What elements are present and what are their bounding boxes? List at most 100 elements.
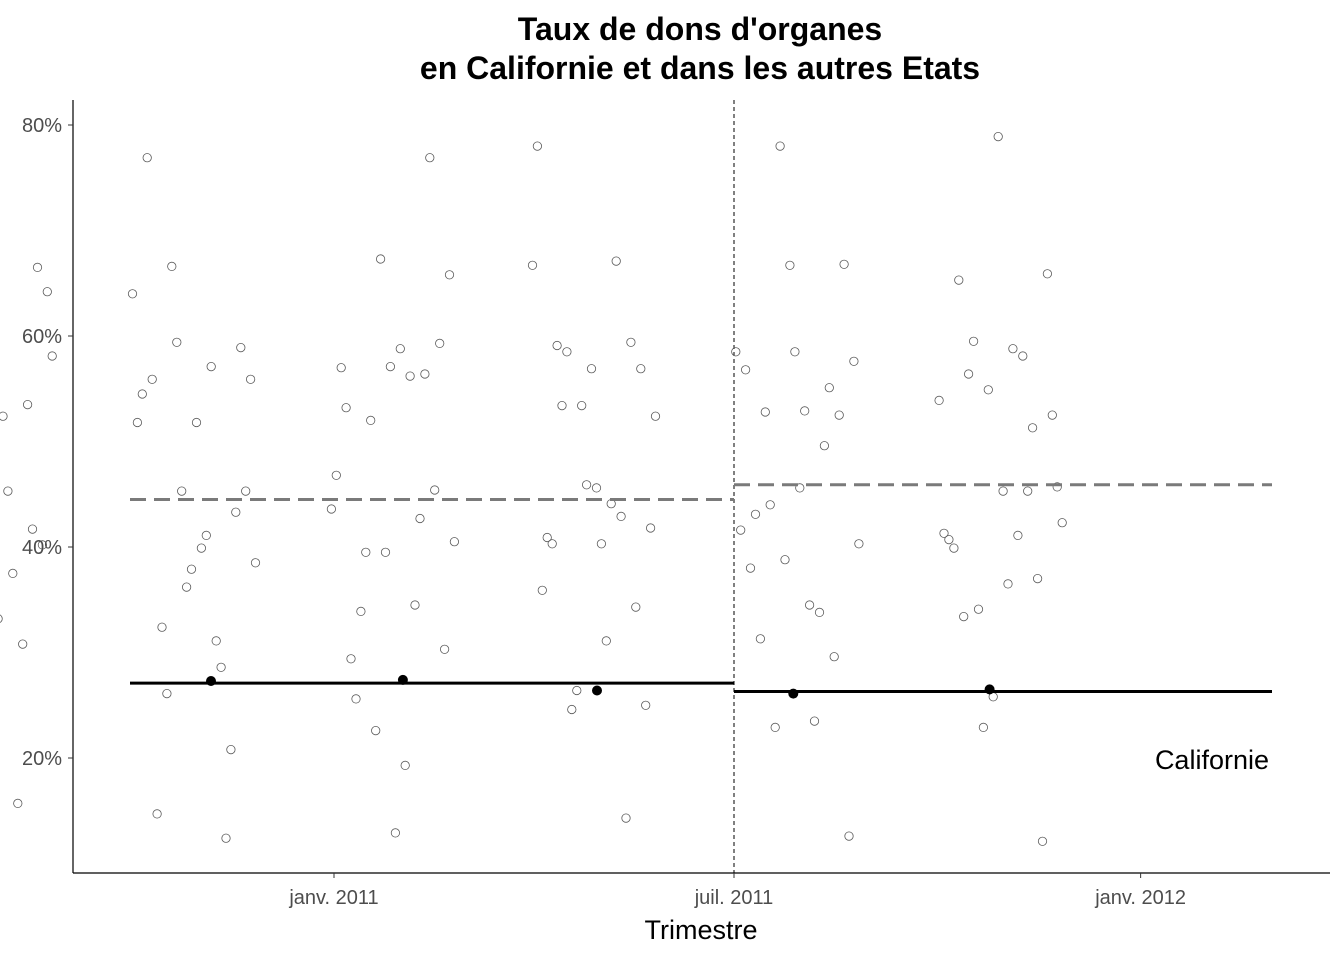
california-point: [397, 674, 408, 685]
other-state-point: [246, 374, 256, 384]
other-state-point: [800, 406, 810, 416]
other-state-point: [954, 275, 964, 285]
california-point: [592, 685, 602, 696]
other-state-point: [375, 254, 386, 264]
other-state-point: [226, 744, 236, 755]
other-state-point: [390, 828, 400, 838]
other-state-point: [844, 831, 854, 841]
other-state-point: [770, 722, 780, 733]
other-state-point: [819, 441, 830, 451]
other-state-point: [611, 256, 621, 266]
other-state-point: [934, 395, 944, 405]
california-point: [984, 684, 995, 695]
other-state-point: [8, 568, 18, 579]
other-state-point: [645, 523, 656, 533]
other-state-point: [167, 261, 177, 271]
other-state-point: [939, 528, 949, 538]
other-state-point: [23, 399, 33, 410]
other-state-point: [0, 614, 3, 623]
other-state-point: [785, 260, 795, 270]
other-state-point: [944, 534, 954, 545]
other-state-point: [425, 153, 435, 163]
y-tick-label: 60%: [22, 326, 62, 348]
other-state-point: [182, 582, 192, 592]
other-state-point: [326, 504, 336, 514]
other-state-point: [745, 563, 756, 573]
other-state-point: [147, 374, 157, 384]
other-state-point: [552, 340, 562, 351]
other-state-point: [191, 417, 202, 428]
other-state-point: [577, 400, 587, 411]
other-state-point: [591, 483, 602, 493]
other-state-point: [346, 654, 356, 664]
other-state-point: [755, 634, 766, 644]
other-state-point: [532, 141, 543, 151]
other-state-point: [527, 260, 538, 270]
other-state-point: [439, 644, 450, 654]
other-state-point: [430, 485, 440, 495]
other-state-point: [435, 338, 445, 348]
other-state-point: [795, 483, 805, 493]
other-state-point: [250, 558, 261, 568]
other-state-point: [32, 262, 43, 272]
other-state-point: [400, 760, 410, 771]
other-state-point: [1052, 482, 1062, 492]
other-state-point: [361, 547, 371, 557]
other-state-point: [172, 337, 182, 347]
other-state-point: [42, 287, 52, 297]
other-state-point: [631, 602, 641, 612]
other-state-point: [949, 543, 959, 553]
other-state-point: [750, 509, 761, 519]
other-state-point: [449, 537, 459, 547]
x-tick-label: janv. 2012: [1094, 887, 1186, 909]
other-state-point: [3, 486, 13, 496]
y-tick-label: 20%: [22, 748, 62, 770]
other-state-point: [356, 606, 366, 617]
other-state-point: [336, 363, 346, 373]
other-state-point: [157, 622, 167, 632]
other-state-point: [740, 365, 751, 375]
other-state-point: [824, 383, 834, 393]
other-state-point: [963, 369, 974, 379]
annotation-californie: Californie: [1155, 745, 1269, 775]
x-axis-ticks: janv. 2011 juil. 2011 janv. 2012: [288, 873, 1186, 909]
other-state-point: [581, 480, 592, 490]
other-state-point: [973, 604, 984, 614]
other-state-point: [0, 411, 8, 421]
other-state-point: [395, 344, 405, 354]
other-state-point: [1047, 410, 1057, 420]
other-state-point: [142, 153, 152, 163]
other-state-point: [137, 389, 147, 399]
other-state-point: [983, 385, 993, 395]
other-state-point: [236, 342, 246, 353]
other-state-point: [1008, 344, 1018, 354]
other-state-point: [586, 364, 597, 374]
other-state-point: [444, 270, 455, 280]
x-tick-label: juil. 2011: [694, 887, 774, 909]
other-state-point: [241, 486, 251, 496]
other-state-point: [1037, 836, 1048, 846]
other-state-point: [380, 547, 391, 557]
other-state-point: [616, 511, 626, 522]
other-state-point: [542, 532, 552, 543]
other-state-point: [366, 415, 376, 425]
other-state-point: [849, 356, 859, 366]
other-state-point: [1013, 530, 1023, 541]
other-state-point: [162, 688, 172, 699]
other-state-point: [1057, 518, 1067, 528]
plot-area: [0, 100, 1272, 873]
other-state-point: [650, 411, 661, 421]
other-state-point: [132, 417, 142, 428]
other-state-point: [537, 585, 547, 595]
other-state-point: [351, 694, 361, 704]
chart-title-line-1: Taux de dons d'organes: [518, 11, 882, 47]
other-state-point: [1023, 486, 1033, 496]
other-state-point: [152, 809, 162, 819]
other-state-point: [809, 716, 820, 726]
other-state-point: [1003, 579, 1013, 589]
other-state-point: [814, 607, 825, 618]
other-state-point: [998, 486, 1008, 496]
other-state-point: [371, 725, 381, 736]
other-state-point: [978, 722, 989, 733]
